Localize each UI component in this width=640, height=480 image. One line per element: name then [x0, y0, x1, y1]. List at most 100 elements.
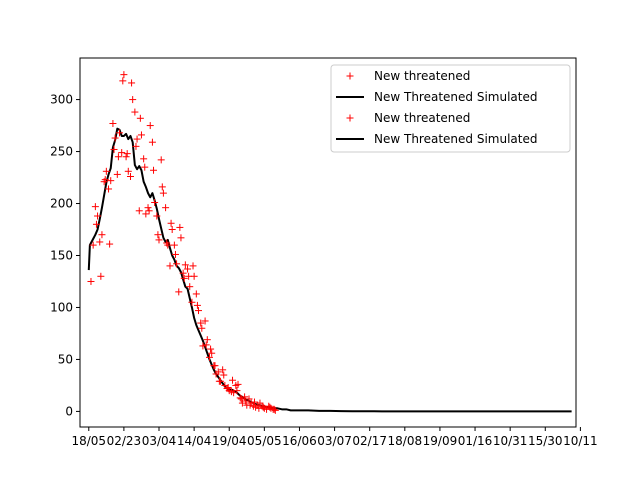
observed-point — [94, 212, 102, 220]
x-axis: 18/05 02/23 03/04 14/04 19/04 05/05 16/06 03/07… — [71, 427, 598, 448]
observed-point — [199, 342, 207, 350]
simulated-series-line — [87, 127, 572, 413]
observed-point — [175, 288, 183, 296]
x-tick-label: 10/11 — [563, 434, 598, 448]
observed-point — [98, 231, 106, 239]
observed-point — [190, 272, 198, 280]
observed-point — [180, 274, 188, 282]
observed-point — [107, 177, 115, 185]
legend-entry: New threatened — [346, 111, 470, 125]
observed-point — [113, 170, 121, 178]
observed-point — [146, 122, 154, 130]
observed-point — [158, 183, 166, 191]
observed-point — [207, 345, 215, 353]
observed-point — [123, 150, 131, 158]
observed-point — [159, 189, 167, 197]
observed-point — [96, 238, 104, 246]
observed-point — [171, 250, 179, 258]
observed-point — [198, 324, 206, 332]
observed-point — [236, 394, 244, 402]
observed-point — [154, 231, 162, 239]
observed-point — [219, 366, 227, 374]
observed-point — [157, 156, 165, 164]
plot-area — [87, 71, 572, 414]
observed-point — [192, 290, 200, 298]
y-tick-label: 150 — [50, 248, 73, 262]
observed-point — [89, 241, 97, 249]
y-tick-label: 200 — [50, 197, 73, 211]
observed-point — [142, 210, 150, 218]
observed-point — [132, 142, 140, 150]
observed-point — [250, 398, 258, 406]
observed-point — [119, 77, 127, 85]
observed-point — [116, 129, 124, 137]
observed-point — [102, 167, 110, 175]
observed-point — [118, 149, 126, 157]
observed-point — [148, 138, 156, 146]
observed-point — [177, 234, 185, 242]
observed-point — [151, 198, 159, 206]
observed-point — [220, 371, 228, 379]
observed-point — [155, 236, 163, 244]
x-tick-label: 16/06 — [282, 434, 317, 448]
x-tick-label: 15/30 — [528, 434, 563, 448]
observed-point — [270, 405, 278, 413]
observed-point — [203, 336, 211, 344]
observed-point — [101, 176, 109, 184]
legend-entry: New Threatened Simulated — [336, 132, 537, 146]
observed-point — [195, 307, 203, 315]
observed-point — [133, 135, 141, 143]
observed-point — [205, 353, 213, 361]
observed-point — [141, 163, 149, 171]
observed-point — [179, 269, 187, 277]
observed-point — [137, 131, 145, 139]
observed-point — [114, 153, 122, 161]
x-tick-label: 18/08 — [388, 434, 423, 448]
observed-point — [106, 240, 114, 248]
observed-point — [186, 283, 194, 291]
observed-point — [97, 272, 105, 280]
observed-point — [166, 262, 174, 270]
x-tick-label: 05/05 — [247, 434, 282, 448]
y-tick-label: 0 — [65, 404, 73, 418]
x-tick-label: 10/31 — [493, 434, 528, 448]
observed-point — [229, 376, 237, 384]
x-tick-label: 19/04 — [212, 434, 247, 448]
legend-entry: New Threatened Simulated — [336, 90, 537, 104]
observed-point — [136, 114, 144, 122]
observed-point — [153, 212, 161, 220]
observed-point — [110, 145, 118, 153]
observed-point — [208, 349, 216, 357]
x-tick-label: 01/16 — [458, 434, 493, 448]
y-axis: 0 50 100 150 200 250 300 — [50, 93, 80, 418]
x-tick-label: 03/07 — [317, 434, 352, 448]
observed-point — [111, 134, 119, 142]
observed-point — [201, 317, 209, 325]
x-tick-label: 18/05 — [71, 434, 106, 448]
legend-label: New threatened — [374, 69, 470, 83]
observed-point — [181, 261, 189, 269]
x-tick-label: 02/17 — [352, 434, 387, 448]
legend-label: New Threatened Simulated — [374, 90, 537, 104]
observed-point — [234, 380, 242, 388]
x-tick-label: 19/09 — [423, 434, 458, 448]
observed-point — [173, 260, 181, 268]
observed-point — [145, 207, 153, 215]
y-tick-label: 50 — [58, 352, 73, 366]
observed-point — [120, 71, 128, 79]
observed-point — [109, 119, 117, 127]
y-tick-label: 300 — [50, 93, 73, 107]
axes-frame — [79, 57, 577, 428]
observed-point — [162, 204, 170, 212]
observed-point — [140, 155, 148, 163]
legend-entry: New threatened — [346, 69, 470, 83]
observed-point — [176, 223, 184, 231]
observed-point — [122, 153, 130, 161]
observed-point — [184, 265, 192, 273]
legend-box — [330, 64, 571, 153]
observed-point — [105, 185, 113, 193]
observed-point — [129, 96, 137, 104]
x-tick-label: 03/04 — [142, 434, 177, 448]
observed-point — [241, 393, 249, 401]
